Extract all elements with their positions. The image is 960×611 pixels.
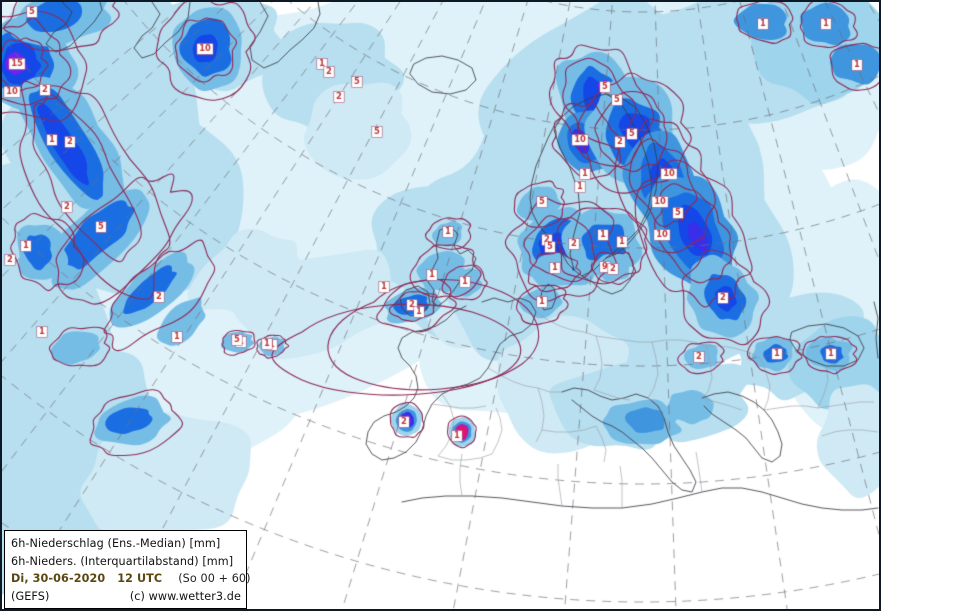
info-line-datetime: Di, 30-06-2020 12 UTC (So 00 + 60)	[11, 570, 251, 588]
colorbar-panel: Ensemble-Median [mm] 5045403530252015105…	[881, 0, 960, 611]
info-line-iqr: 6h-Nieders. (Interquartilabstand) [mm]	[11, 554, 234, 568]
map-info-legend-box: 6h-Niederschlag (Ens.-Median) [mm] 6h-Ni…	[4, 530, 251, 609]
map-panel[interactable]: 6h-Niederschlag (Ens.-Median) [mm] 6h-Ni…	[0, 0, 881, 611]
info-credit[interactable]: (c) www.wetter3.de	[129, 589, 241, 603]
info-line-median: 6h-Niederschlag (Ens.-Median) [mm]	[11, 537, 221, 550]
info-line-model-credit: (GEFS) (c) www.wetter3.de	[11, 588, 241, 606]
info-date: Di, 30-06-2020	[11, 572, 106, 585]
precipitation-map-canvas[interactable]	[2, 2, 879, 609]
info-model: (GEFS)	[11, 589, 50, 603]
info-time: 12 UTC	[117, 572, 163, 585]
info-run: (So 00 + 60)	[178, 572, 251, 585]
